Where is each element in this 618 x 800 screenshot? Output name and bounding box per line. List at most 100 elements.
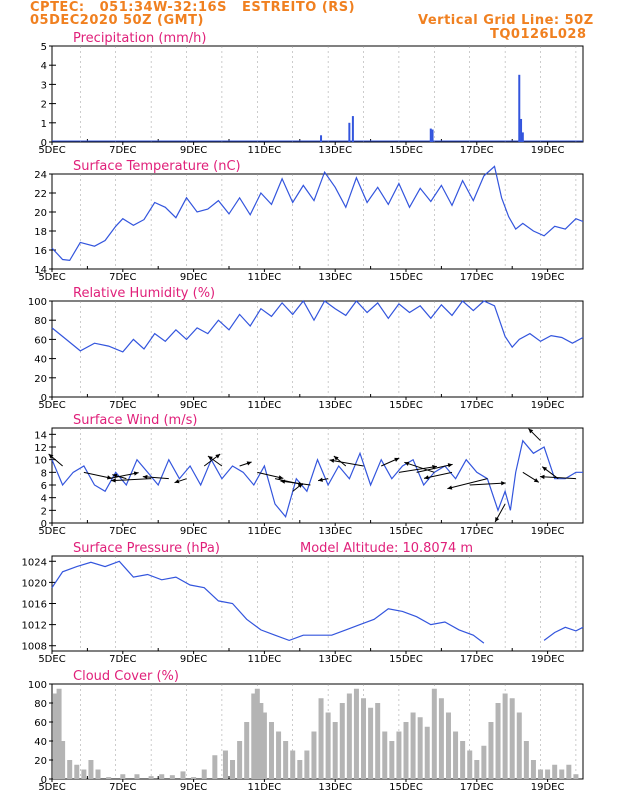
- cloud-xtick-label: 5DEC: [38, 782, 65, 793]
- vertical-grid-note: Vertical Grid Line: 50Z: [418, 13, 594, 28]
- cloud-bar: [244, 722, 250, 779]
- pres-frame: [51, 555, 584, 652]
- wind-vector-head: [542, 466, 548, 472]
- cloud-bar: [159, 774, 165, 779]
- wind-xtick-label: 17DEC: [460, 526, 494, 537]
- cloud-xtick-label: 17DEC: [460, 782, 494, 793]
- wind-vector-head: [394, 457, 400, 462]
- precip-ytick-label: 5: [41, 42, 47, 53]
- wind-vector-head: [501, 481, 506, 486]
- rh-frame: [51, 300, 584, 398]
- pres-series-line-tail: [543, 626, 584, 641]
- cloud-bar: [230, 760, 236, 779]
- wind-ytick-label: 14: [34, 430, 47, 441]
- cloud-bar: [523, 741, 529, 779]
- cloud-bar: [474, 760, 480, 779]
- cloud-xtick-label: 11DEC: [248, 782, 282, 793]
- cloud-bar: [530, 760, 536, 779]
- cloud-bar: [488, 722, 494, 779]
- cloud-bar: [481, 745, 487, 779]
- cloud-bar: [60, 741, 66, 779]
- rh-xtick-label: 7DEC: [109, 400, 136, 411]
- wind-vector-shaft: [111, 478, 152, 482]
- wind-xtick-label: 13DEC: [318, 526, 352, 537]
- cloud-bar: [237, 741, 243, 779]
- cloud-bar: [346, 693, 352, 779]
- rh-xtick-label: 17DEC: [460, 400, 494, 411]
- precip-bar: [518, 74, 521, 142]
- cloud-bar: [74, 764, 80, 779]
- cloud-bar: [304, 750, 310, 779]
- cloud-bar: [268, 722, 274, 779]
- cloud-bar: [318, 698, 324, 779]
- cloud-bar: [573, 774, 579, 779]
- precip-xtick-label: 9DEC: [180, 145, 207, 156]
- pres-xtick-label: 5DEC: [38, 654, 65, 665]
- wind-vector-head: [297, 483, 303, 488]
- temp-xtick-label: 17DEC: [460, 272, 494, 283]
- pres-ytick-label: 1020: [22, 578, 47, 589]
- cloud-bar: [538, 769, 544, 779]
- precip-xtick-label: 7DEC: [109, 145, 136, 156]
- wind-ytick-label: 8: [41, 468, 47, 479]
- cloud-bar: [251, 693, 257, 779]
- rh-title: Relative Humidity (%): [73, 286, 215, 301]
- rh-ytick-label: 40: [34, 355, 47, 366]
- wind-xtick-label: 19DEC: [531, 526, 565, 537]
- temp-xtick-label: 7DEC: [109, 272, 136, 283]
- rh-xtick-label: 15DEC: [389, 400, 423, 411]
- wind-vector-shaft: [83, 471, 112, 479]
- cloud-title: Cloud Cover (%): [73, 669, 179, 684]
- wind-xtick-label: 9DEC: [180, 526, 207, 537]
- cloud-bar: [431, 688, 437, 779]
- temp-ytick-label: 18: [34, 227, 47, 238]
- temp-xtick-label: 19DEC: [531, 272, 565, 283]
- cloud-bar: [191, 777, 197, 779]
- wind-vector-shaft: [108, 472, 139, 480]
- precip-xtick-label: 19DEC: [531, 145, 565, 156]
- wind-ytick-label: 6: [41, 481, 47, 492]
- cloud-bar: [290, 750, 296, 779]
- rh-ytick-label: 60: [34, 335, 47, 346]
- cloud-bar: [509, 698, 515, 779]
- precip-xtick-label: 17DEC: [460, 145, 494, 156]
- cloud-bar: [311, 731, 317, 779]
- cloud-bar: [424, 726, 430, 779]
- rh-xtick-label: 11DEC: [248, 400, 282, 411]
- precip-ytick-label: 4: [41, 61, 47, 72]
- wind-vector-head: [528, 428, 534, 434]
- cloud-ytick-label: 80: [34, 699, 47, 710]
- temp-ytick-label: 14: [34, 265, 47, 276]
- wind-vector-shaft: [423, 471, 453, 479]
- cloud-bar: [339, 703, 345, 779]
- temp-xtick-label: 9DEC: [180, 272, 207, 283]
- precip-frame: [51, 45, 584, 143]
- temp-xtick-label: 5DEC: [38, 272, 65, 283]
- cloud-bar: [95, 769, 101, 779]
- cloud-bar: [81, 769, 87, 779]
- cloud-bar: [445, 712, 451, 779]
- wind-vector-head: [447, 463, 453, 468]
- rh-series-line: [51, 299, 584, 353]
- cloud-bar: [148, 776, 154, 779]
- cloud-bar: [283, 741, 289, 779]
- temp-ytick-label: 24: [34, 170, 47, 181]
- cloud-bar: [67, 760, 73, 779]
- pres-annotation: Model Altitude: 10.8074 m: [300, 541, 473, 556]
- precip-ytick-label: 1: [41, 119, 47, 130]
- cloud-bar: [467, 750, 473, 779]
- rh-ytick-label: 0: [41, 393, 47, 404]
- precip-bar: [320, 135, 323, 142]
- cloud-bar: [261, 712, 267, 779]
- temp-ytick-label: 22: [34, 189, 47, 200]
- cloud-bar: [180, 771, 186, 779]
- wind-xtick-label: 5DEC: [38, 526, 65, 537]
- cloud-bar: [495, 703, 501, 779]
- wind-title: Surface Wind (m/s): [73, 413, 197, 428]
- cloud-bar: [276, 731, 282, 779]
- cloud-bar: [325, 712, 331, 779]
- wind-vector-shaft: [329, 459, 364, 467]
- wind-vector-head: [207, 456, 213, 461]
- wind-ytick-label: 0: [41, 519, 47, 530]
- wind-vector-shaft: [404, 461, 435, 473]
